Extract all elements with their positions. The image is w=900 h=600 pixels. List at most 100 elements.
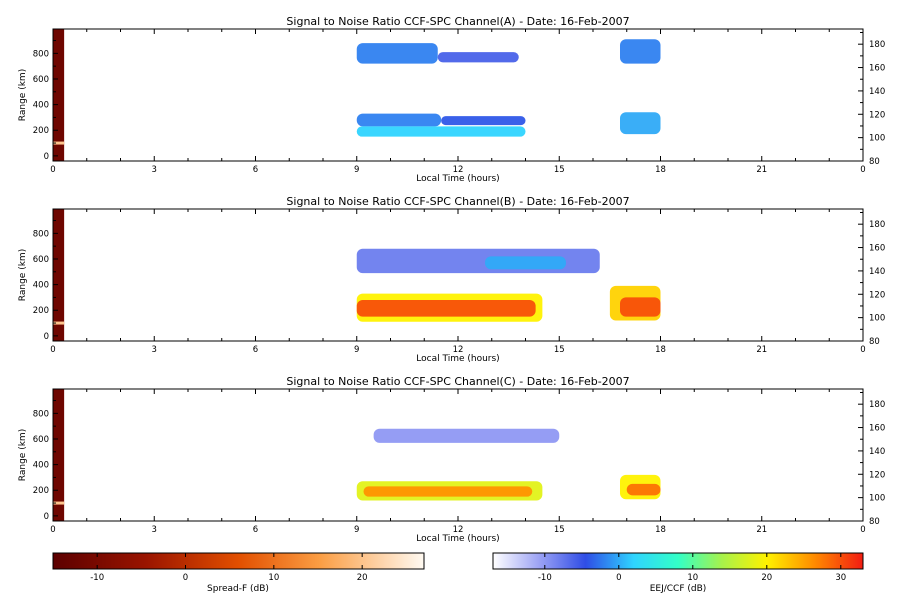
panel-a-y-tick-label: 0 (44, 152, 49, 162)
panel-a-patch-5 (356, 126, 526, 137)
panel-a-patch-3 (356, 113, 442, 127)
panel-b-patch-6 (620, 297, 661, 317)
panel-a-plot-area (53, 29, 863, 161)
panel-c-y-right-tick-label: 100 (869, 494, 885, 504)
panel-c-y-right-tick-label: 180 (869, 400, 885, 410)
panel-b-y-tick-label: 400 (33, 281, 49, 291)
panel-b-spreadf-strip (53, 209, 65, 341)
panel-a-x-tick-label: 6 (253, 165, 258, 175)
panel-c-title: Signal to Noise Ratio CCF-SPC Channel(C)… (286, 375, 629, 388)
panel-c-y-label: Range (km) (18, 429, 28, 481)
panel-a-x-label: Local Time (hours) (416, 174, 499, 184)
panel-c-y-right-tick-label: 160 (869, 424, 885, 434)
panel-a-y-right-tick-label: 180 (869, 40, 885, 50)
panel-a-spreadf-strip (53, 29, 65, 161)
panel-a-y-tick-label: 200 (33, 126, 49, 136)
panel-a-patch-7 (620, 112, 661, 135)
panel-a-x-tick-label: 21 (756, 165, 767, 175)
panel-b-y-right-tick-label: 100 (869, 314, 885, 324)
panel-c-y-right-tick-label: 140 (869, 447, 885, 457)
panel-b-y-tick-label: 600 (33, 255, 49, 265)
cbar1-ticks-tick-label: 20 (357, 573, 368, 583)
panel-b-y-right-tick-label: 120 (869, 290, 885, 300)
panel-b-x-tick-label: 6 (253, 345, 258, 355)
panel-c-y-tick-label: 400 (33, 461, 49, 471)
colorbar-spreadf-gradient (52, 552, 425, 570)
panel-a-patch-2 (437, 52, 519, 63)
panel-b-y-right-axis: 80 100 120 140 160 180 (858, 212, 885, 347)
panel-b-y-right-tick-label: 140 (869, 267, 885, 277)
panel-a-title: Signal to Noise Ratio CCF-SPC Channel(A)… (286, 15, 629, 28)
colorbar-spreadf-ticks: -10 0 10 20 (90, 553, 368, 583)
panel-c-x-label: Local Time (hours) (416, 534, 499, 544)
panel-c: Signal to Noise Ratio CCF-SPC Channel(C)… (18, 375, 885, 544)
panel-a-data (356, 39, 661, 137)
panel-c-y-axis: 0 200 400 600 800 (33, 400, 58, 522)
panel-a-x-tick-label: 18 (655, 165, 666, 175)
cbar2-ticks-tick-label: 20 (761, 573, 772, 583)
panel-a-y-axis: 0 200 400 600 800 (33, 40, 58, 162)
panel-b-x-tick-label: 18 (655, 345, 666, 355)
panel-c-patch-5 (626, 483, 661, 496)
cbar1-ticks-tick-label: 10 (268, 573, 279, 583)
panel-a-spreadf-echo (53, 141, 65, 145)
panel-b: Signal to Noise Ratio CCF-SPC Channel(B)… (18, 195, 885, 364)
panel-a-y-right-tick-label: 120 (869, 110, 885, 120)
panel-b-x-tick-label: 0 (860, 345, 865, 355)
panel-b-y-right-tick-label: 180 (869, 220, 885, 230)
colorbar-eej: -10 0 10 20 30 EEJ/CCF (dB) (492, 552, 864, 594)
panel-c-y-right-tick-label: 80 (869, 517, 880, 527)
panel-b-y-label: Range (km) (18, 249, 28, 301)
panel-b-x-label: Local Time (hours) (416, 354, 499, 364)
cbar1-ticks-tick-label: -10 (90, 573, 104, 583)
panel-b-y-tick-label: 0 (44, 332, 49, 342)
panel-b-data (356, 248, 661, 322)
panel-c-x-axis: 0 3 6 9 12 15 18 21 0 (50, 389, 866, 535)
panel-a-y-right-axis: 80 100 120 140 160 180 (858, 32, 885, 167)
panel-b-x-tick-label: 0 (50, 345, 55, 355)
panel-b-y-tick-label: 200 (33, 306, 49, 316)
panel-c-x-tick-label: 12 (453, 525, 464, 535)
panel-a-patch-1 (356, 43, 438, 64)
panel-b-patch-4 (356, 299, 536, 317)
panel-c-x-tick-label: 0 (50, 525, 55, 535)
panel-c-x-tick-label: 6 (253, 525, 258, 535)
panel-a-y-label: Range (km) (18, 69, 28, 121)
panel-a: Signal to Noise Ratio CCF-SPC Channel(A)… (18, 15, 885, 184)
panel-a-y-right-tick-label: 80 (869, 157, 880, 167)
colorbar-spreadf: -10 0 10 20 Spread-F (dB) (52, 552, 425, 594)
panel-b-y-tick-label: 800 (33, 229, 49, 239)
panel-c-x-tick-label: 15 (554, 525, 565, 535)
panel-a-x-tick-label: 0 (50, 165, 55, 175)
panel-b-spreadf-echo (53, 321, 65, 325)
panel-a-x-tick-label: 12 (453, 165, 464, 175)
panel-c-patch-1 (373, 428, 560, 443)
colorbar-eej-gradient (492, 552, 864, 570)
panel-b-y-right-tick-label: 160 (869, 244, 885, 254)
panel-b-y-right-tick-label: 80 (869, 337, 880, 347)
panel-a-x-axis: 0 3 6 9 12 15 18 21 0 (50, 29, 866, 175)
cbar2-ticks-tick-label: 0 (616, 573, 621, 583)
panel-c-spreadf-echo (53, 501, 65, 505)
panel-b-x-tick-label: 12 (453, 345, 464, 355)
panel-b-x-tick-label: 9 (354, 345, 359, 355)
cbar1-ticks-tick-label: 0 (183, 573, 188, 583)
panel-a-x-tick-label: 0 (860, 165, 865, 175)
panel-c-spreadf-strip (53, 389, 65, 521)
colorbar-eej-ticks: -10 0 10 20 30 (538, 553, 846, 583)
panel-b-title: Signal to Noise Ratio CCF-SPC Channel(B)… (286, 195, 629, 208)
panel-c-y-tick-label: 600 (33, 435, 49, 445)
cbar2-ticks-tick-label: 30 (835, 573, 846, 583)
panel-c-y-right-tick-label: 120 (869, 470, 885, 480)
panel-b-x-axis: 0 3 6 9 12 15 18 21 0 (50, 209, 866, 355)
panel-c-patch-3 (363, 486, 533, 497)
panel-a-y-right-tick-label: 100 (869, 134, 885, 144)
panel-a-x-tick-label: 3 (152, 165, 157, 175)
panel-b-patch-2 (485, 256, 566, 270)
panel-a-y-tick-label: 400 (33, 101, 49, 111)
colorbar-eej-label: EEJ/CCF (dB) (650, 584, 707, 594)
panel-c-y-right-axis: 80 100 120 140 160 180 (858, 392, 885, 527)
panel-a-patch-4 (441, 116, 526, 126)
panel-a-y-right-tick-label: 140 (869, 87, 885, 97)
